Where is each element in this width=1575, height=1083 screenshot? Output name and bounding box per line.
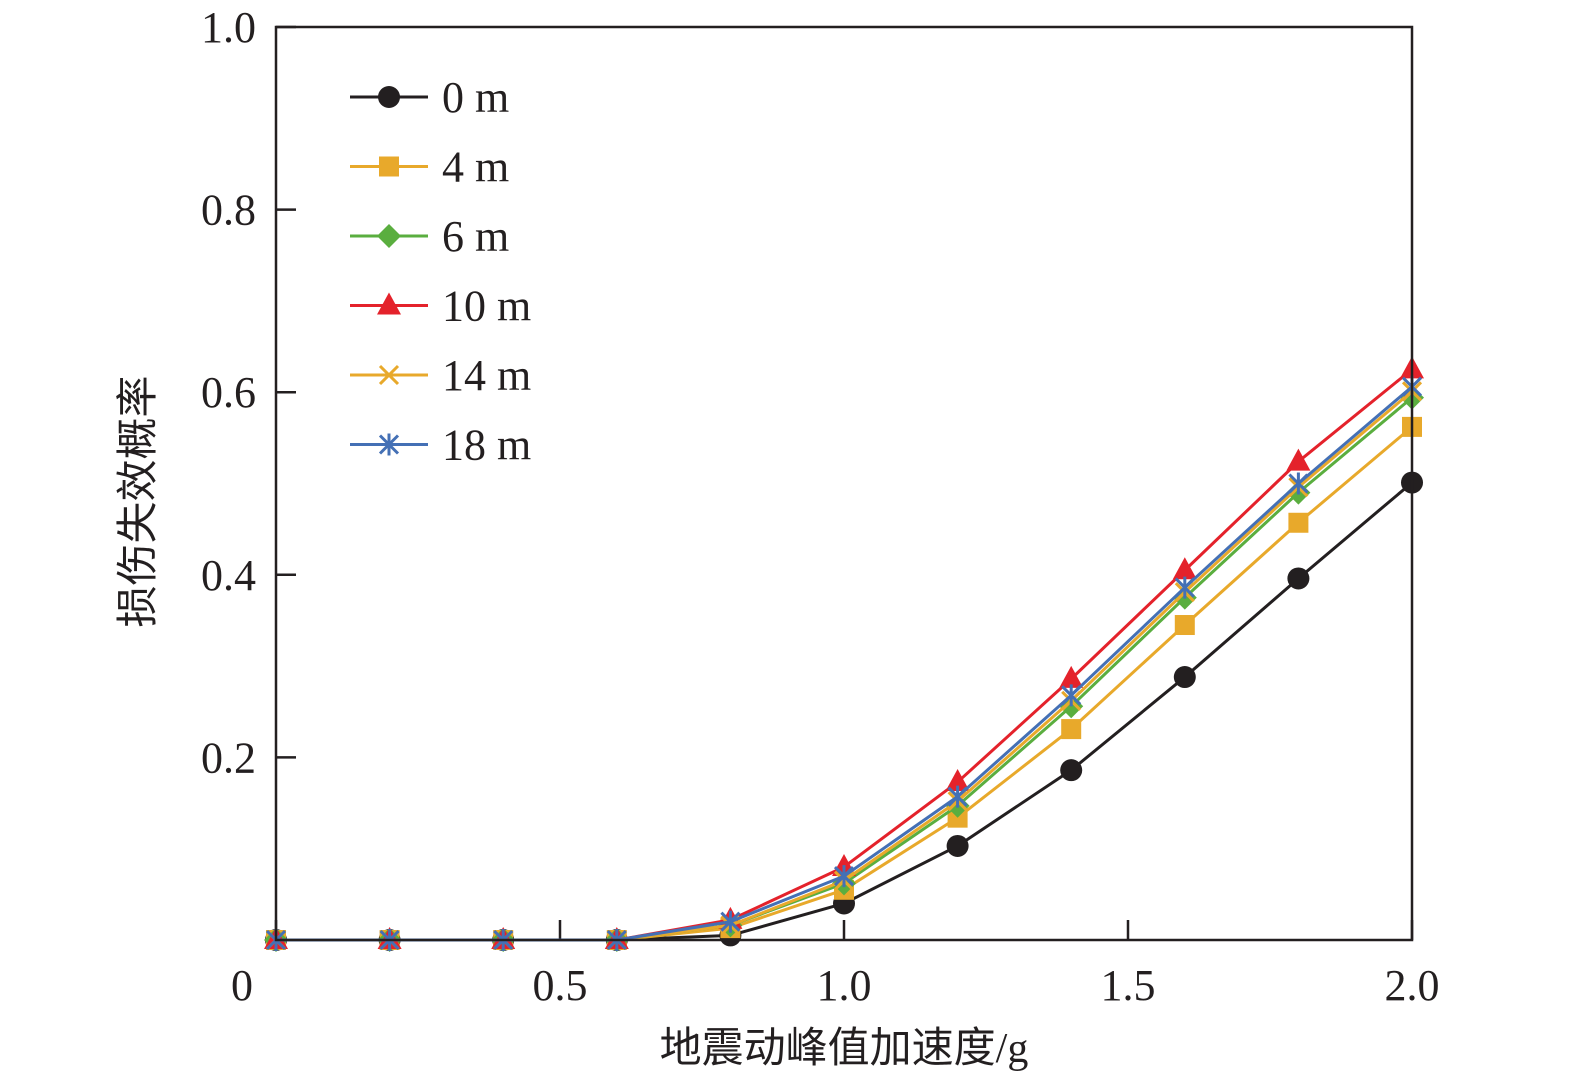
data-point — [1061, 684, 1082, 707]
x-tick-label: 0.5 — [533, 961, 588, 1010]
legend-item: 18 m — [350, 421, 531, 470]
data-point — [945, 769, 970, 792]
x-axis-label: 地震动峰值加速度/g — [660, 1026, 1029, 1072]
x-tick-label: 0 — [231, 961, 253, 1010]
legend-label: 18 m — [442, 421, 531, 470]
data-point — [946, 834, 969, 857]
legend-label: 0 m — [442, 73, 509, 122]
legend-marker — [378, 86, 400, 108]
legend-marker — [377, 224, 401, 248]
data-point — [833, 865, 855, 888]
series-10m — [264, 356, 1424, 949]
y-axis-label: 损伤失效概率 — [115, 375, 162, 627]
data-point — [947, 785, 968, 808]
legend-item: 10 m — [350, 282, 531, 331]
legend-marker — [378, 433, 400, 456]
data-point — [1061, 719, 1082, 740]
legend-label: 10 m — [442, 282, 531, 331]
legend-item: 0 m — [350, 73, 509, 122]
tick-labels: 0 0.5 1.0 1.5 2.0 0.2 0.4 0.6 0.8 1.0 — [201, 3, 1440, 1010]
data-point — [1174, 615, 1195, 636]
y-tick-label: 1.0 — [201, 3, 256, 52]
data-point — [1060, 759, 1083, 782]
legend-item: 6 m — [350, 212, 509, 261]
y-tick-label: 0.2 — [201, 733, 256, 782]
x-tick-label: 2.0 — [1385, 961, 1440, 1010]
data-point — [1288, 472, 1309, 495]
x-tick-label: 1.0 — [817, 961, 872, 1010]
data-point — [1173, 666, 1196, 689]
data-point — [720, 910, 741, 933]
data-point — [1172, 557, 1197, 580]
data-point — [1288, 512, 1309, 533]
legend-label: 14 m — [442, 351, 531, 400]
y-tick-label: 0.6 — [201, 368, 256, 417]
legend-marker — [379, 156, 399, 177]
y-tick-label: 0.8 — [201, 186, 256, 235]
data-point — [1174, 576, 1195, 599]
data-point — [1287, 567, 1310, 590]
x-tick-label: 1.5 — [1101, 961, 1156, 1010]
legend-label: 4 m — [442, 143, 509, 192]
legend-label: 6 m — [442, 212, 509, 261]
data-point — [1286, 448, 1311, 471]
legend-item: 14 m — [350, 351, 531, 400]
series-layer — [264, 356, 1424, 952]
data-point — [1059, 665, 1084, 688]
legend: 0 m 4 m 6 m 10 m 14 m 18 m — [350, 73, 531, 470]
legend-marker — [377, 292, 401, 315]
legend-marker — [378, 364, 400, 386]
y-tick-label: 0.4 — [201, 551, 256, 600]
plot-frame — [274, 25, 1414, 942]
legend-item: 4 m — [350, 143, 509, 192]
